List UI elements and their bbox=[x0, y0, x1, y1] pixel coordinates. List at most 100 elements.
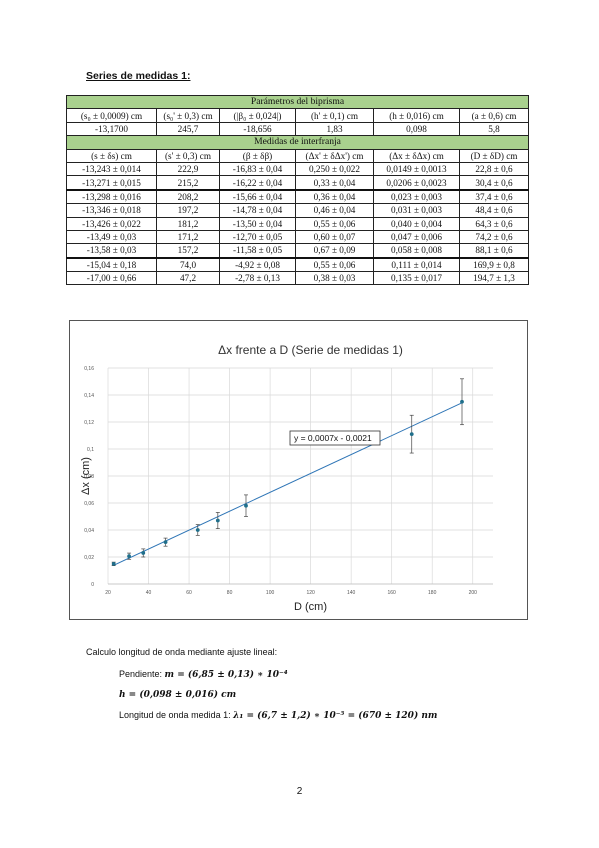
y-tick-label: 0,16 bbox=[84, 366, 94, 372]
table-cell: 215,2 bbox=[156, 175, 220, 191]
table-cell: 88,1 ± 0,6 bbox=[458, 243, 530, 259]
table-cell: -14,78 ± 0,04 bbox=[219, 203, 296, 218]
table-band-title: Medidas de interfranja bbox=[65, 135, 530, 150]
data-point bbox=[195, 528, 200, 532]
table-cell: 0,36 ± 0,04 bbox=[295, 188, 374, 205]
table-header-cell: (s' ± 0,3) cm bbox=[156, 148, 220, 163]
table-cell: 48,4 ± 0,6 bbox=[458, 203, 530, 218]
slope-line: Pendiente: m = (6,85 ± 0,13) ∗ 10⁻⁴ bbox=[119, 669, 288, 680]
table-cell: 0,111 ± 0,014 bbox=[373, 256, 460, 273]
table-cell: -13,346 ± 0,018 bbox=[66, 203, 157, 218]
h-line: h = (0,098 ± 0,016) cm bbox=[119, 689, 236, 700]
table-row: -13,243 ± 0,014 222,9 -16,83 ± 0,04 0,250 ±… bbox=[66, 161, 530, 177]
table-cell: -13,298 ± 0,016 bbox=[66, 188, 157, 205]
y-axis-label: Δx (cm) bbox=[80, 457, 92, 495]
fit-equation-label: y = 0,0007x - 0,0021 bbox=[294, 433, 372, 443]
table-cell: 245,7 bbox=[156, 121, 220, 137]
table-cell: 0,098 bbox=[373, 121, 460, 137]
table-header-cell: (|β₀ ± 0,024|) bbox=[219, 108, 296, 123]
table-cell: 157,2 bbox=[156, 243, 220, 259]
table-cell: 197,2 bbox=[156, 203, 220, 218]
chart-frame: 0 0,02 0,04 0,06 0,08 0,1 0,12 0,14 0,16 20 40 60 80… bbox=[69, 320, 528, 620]
table-cell: 194,7 ± 1,3 bbox=[458, 271, 530, 286]
table-cell: 37,4 ± 0,6 bbox=[458, 188, 530, 205]
data-point bbox=[409, 432, 414, 437]
x-tick-label: 40 bbox=[146, 590, 152, 596]
h-equation: h = (0,098 ± 0,016) cm bbox=[119, 690, 237, 700]
lambda-prefix: Longitud de onda medida 1: bbox=[119, 710, 234, 720]
table-cell: -11,58 ± 0,05 bbox=[219, 243, 296, 259]
y-tick-label: 0,1 bbox=[87, 447, 94, 453]
table-cell: -15,04 ± 0,18 bbox=[66, 256, 157, 273]
table-cell: 181,2 bbox=[156, 216, 220, 231]
x-tick-label: 20 bbox=[105, 590, 111, 596]
parameters-table: Parámetros del biprisma (s₀ ± 0,0009) cm(… bbox=[65, 94, 530, 286]
table-row: -15,04 ± 0,18 74,0 -4,92 ± 0,08 0,55 ± 0,06… bbox=[66, 256, 530, 273]
table-cell: 0,023 ± 0,003 bbox=[373, 188, 460, 205]
slope-prefix: Pendiente: bbox=[119, 669, 165, 679]
data-point bbox=[460, 399, 464, 404]
table-header-row: (s ± δs) cm (s' ± 0,3) cm (β ± δβ) (Δx' ± δ… bbox=[66, 148, 530, 163]
table-cell: 0,0149 ± 0,0013 bbox=[373, 161, 460, 177]
table-cell: 0,250 ± 0,022 bbox=[295, 161, 374, 177]
table-cell: 0,67 ± 0,09 bbox=[295, 243, 374, 259]
table-cell: -4,92 ± 0,08 bbox=[219, 256, 296, 273]
x-axis-label: D (cm) bbox=[294, 601, 327, 613]
table-band-row: Parámetros del biprisma bbox=[65, 94, 530, 110]
table-cell: 0,33 ± 0,04 bbox=[295, 175, 374, 191]
fit-equation-box bbox=[289, 430, 381, 446]
lambda-line: Longitud de onda medida 1: λ₁ = (6,7 ± 1… bbox=[119, 710, 437, 721]
table-cell: -12,70 ± 0,05 bbox=[219, 229, 296, 245]
data-point bbox=[215, 518, 220, 523]
table-cell: 0,38 ± 0,03 bbox=[295, 271, 374, 286]
data-point bbox=[141, 551, 146, 555]
table-cell: 0,55 ± 0,06 bbox=[295, 256, 374, 273]
table-header-cell: (s₀' ± 0,3) cm bbox=[156, 108, 220, 123]
table-header-row: (s₀ ± 0,0009) cm (s₀' ± 0,3) cm (|β₀ ± 0,0… bbox=[66, 108, 530, 123]
table-cell: 47,2 bbox=[156, 271, 220, 286]
data-point bbox=[111, 561, 116, 566]
y-tick-label: 0,14 bbox=[84, 393, 94, 399]
table-band-row: Medidas de interfranja bbox=[65, 135, 530, 150]
table-cell: -13,58 ± 0,03 bbox=[66, 243, 157, 259]
calc-heading: Calculo longitud de onda mediante ajuste… bbox=[86, 647, 278, 657]
table-cell: -13,243 ± 0,014 bbox=[66, 161, 157, 177]
table-cell: 0,55 ± 0,06 bbox=[295, 216, 374, 231]
table-row: -13,271 ± 0,015 215,2 -16,22 ± 0,04 0,33 ± … bbox=[66, 175, 530, 191]
table-cell: -13,426 ± 0,022 bbox=[66, 216, 157, 231]
table-cell: -16,83 ± 0,04 bbox=[219, 161, 296, 177]
table-cell: 64,3 ± 0,6 bbox=[458, 216, 530, 231]
table-cell: -17,00 ± 0,66 bbox=[66, 271, 157, 286]
table-cell: -16,22 ± 0,04 bbox=[219, 175, 296, 191]
lambda-equation: λ₁ = (6,7 ± 1,2) ∗ 10⁻⁵ = (670 ± 120) nm bbox=[233, 711, 438, 721]
table-row: -13,1700 245,7 -18,656 1,83 0,098 5,8 bbox=[66, 121, 530, 137]
x-tick-label: 80 bbox=[227, 590, 233, 596]
table-row: -13,346 ± 0,018 197,2 -14,78 ± 0,04 0,46 ± … bbox=[66, 203, 530, 218]
table-cell: 0,047 ± 0,006 bbox=[373, 229, 460, 245]
table-cell: 74,0 bbox=[156, 256, 220, 273]
x-tick-label: 100 bbox=[266, 590, 275, 596]
slope-equation: m = (6,85 ± 0,13) ∗ 10⁻⁴ bbox=[164, 670, 288, 680]
table-band-title: Parámetros del biprisma bbox=[65, 94, 530, 110]
table-cell: -13,271 ± 0,015 bbox=[66, 175, 157, 191]
table-header-cell: (h ± 0,016) cm bbox=[373, 108, 460, 123]
table-cell: 0,46 ± 0,04 bbox=[295, 203, 374, 218]
table-cell: 0,0206 ± 0,0023 bbox=[373, 175, 460, 191]
table-cell: 1,83 bbox=[295, 121, 374, 137]
data-point bbox=[244, 503, 248, 508]
table-cell: -13,1700 bbox=[66, 121, 157, 137]
x-tick-label: 180 bbox=[428, 590, 437, 596]
y-tick-label: 0,04 bbox=[84, 528, 94, 534]
table-row: -13,58 ± 0,03 157,2 -11,58 ± 0,05 0,67 ± 0,… bbox=[66, 243, 530, 259]
table-cell: -13,50 ± 0,04 bbox=[219, 216, 296, 231]
table-cell: 0,60 ± 0,07 bbox=[295, 229, 374, 245]
table-cell: 0,058 ± 0,008 bbox=[373, 243, 460, 259]
table-header-cell: (h' ± 0,1) cm bbox=[295, 108, 374, 123]
table-row: -13,49 ± 0,03 171,2 -12,70 ± 0,05 0,60 ± 0,… bbox=[66, 229, 530, 245]
x-tick-label: 200 bbox=[469, 590, 478, 596]
delta-x-vs-d-chart: 0 0,02 0,04 0,06 0,08 0,1 0,12 0,14 0,16 20 40 60 80… bbox=[80, 343, 493, 613]
trendline bbox=[113, 402, 463, 566]
y-tick-label: 0 bbox=[91, 582, 94, 588]
table-cell: 169,9 ± 0,8 bbox=[458, 256, 530, 273]
table-row: -13,298 ± 0,016 208,2 -15,66 ± 0,04 0,36 ± … bbox=[66, 188, 530, 205]
